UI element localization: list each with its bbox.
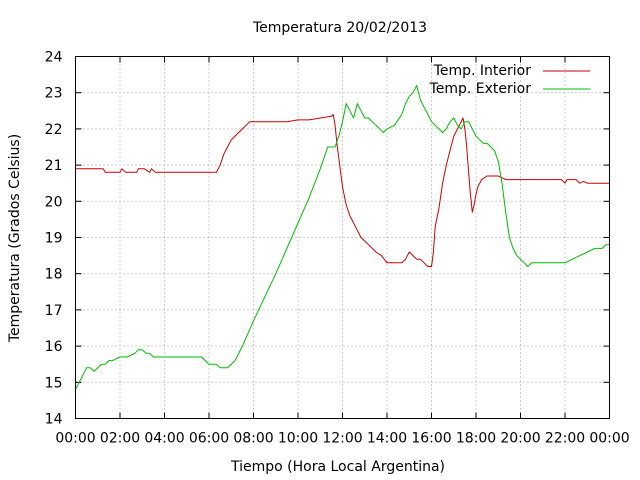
y-tick-label: 17 — [45, 303, 63, 319]
series-line-interior — [75, 113, 610, 267]
x-tick-label: 16:00 — [411, 431, 451, 447]
y-axis-label: Temperatura (Grados Celsius) — [7, 134, 23, 343]
legend: Temp. Interior Temp. Exterior — [429, 63, 590, 97]
x-tick-label: 10:00 — [278, 431, 318, 447]
series-layer — [75, 85, 610, 390]
x-tick-label: 02:00 — [100, 431, 140, 447]
legend-label-exterior: Temp. Exterior — [429, 81, 532, 97]
x-tick-label: 14:00 — [367, 431, 407, 447]
y-tick-label: 23 — [45, 86, 63, 102]
y-tick-label: 20 — [45, 194, 63, 210]
y-tick-label: 21 — [45, 158, 63, 174]
y-tick-label: 16 — [45, 339, 63, 355]
y-tick-label: 18 — [45, 267, 63, 283]
x-tick-label: 04:00 — [144, 431, 184, 447]
chart-title: Temperatura 20/02/2013 — [252, 20, 427, 36]
y-tick-label: 14 — [45, 412, 63, 428]
x-tick-label: 08:00 — [233, 431, 273, 447]
y-tick-label: 19 — [45, 231, 63, 247]
x-tick-label: 12:00 — [322, 431, 362, 447]
grid-lines — [75, 56, 610, 419]
x-tick-label: 18:00 — [456, 431, 496, 447]
y-tick-labels: 14 15 16 17 18 19 20 21 22 23 24 — [45, 50, 63, 428]
y-tick-label: 15 — [45, 375, 63, 391]
series-line-exterior — [75, 85, 610, 390]
x-tick-label: 22:00 — [545, 431, 585, 447]
x-tick-label: 00:00 — [55, 431, 95, 447]
y-tick-label: 22 — [45, 122, 63, 138]
plot-frame — [75, 56, 610, 419]
legend-label-interior: Temp. Interior — [433, 63, 532, 79]
x-tick-label: 06:00 — [189, 431, 229, 447]
y-tick-label: 24 — [45, 50, 63, 66]
x-tick-label: 20:00 — [500, 431, 540, 447]
x-tick-label: 00:00 — [589, 431, 629, 447]
x-tick-labels: 00:00 02:00 04:00 06:00 08:00 10:00 12:00 14:00… — [55, 431, 629, 447]
x-axis-label: Tiempo (Hora Local Argentina) — [230, 459, 445, 475]
